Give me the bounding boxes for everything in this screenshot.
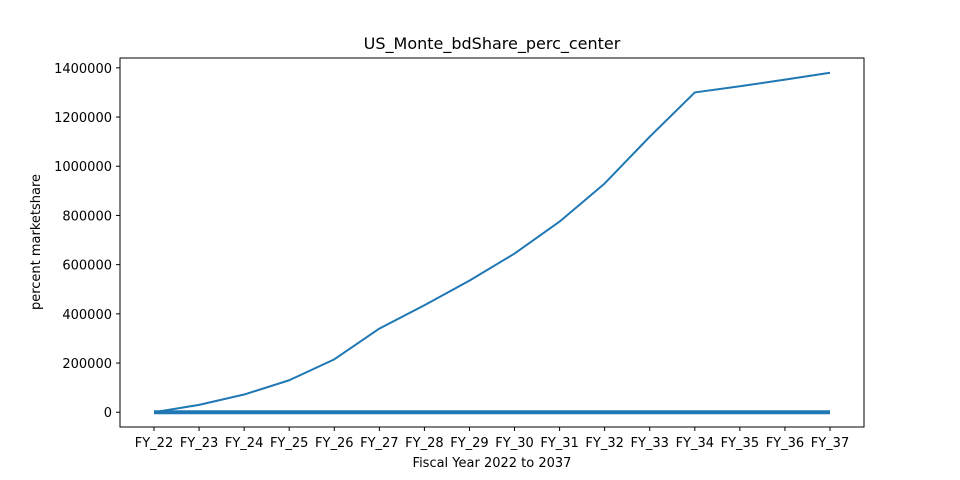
- y-axis: 0 200000 400000 600000 800000 1000000 1200000 1…: [54, 62, 120, 421]
- plot-frame: [119, 57, 865, 428]
- x-tick-label: FY_34: [676, 436, 714, 451]
- x-tick-label: FY_30: [495, 436, 533, 451]
- series-line-1: [153, 71, 831, 414]
- x-tick-label: FY_33: [630, 436, 668, 451]
- chart-title: US_Monte_bdShare_perc_center: [364, 34, 621, 54]
- y-tick-label: 1000000: [54, 160, 112, 175]
- y-tick-label: 400000: [62, 308, 112, 323]
- y-axis-label: percent marketshare: [29, 174, 44, 310]
- y-tick-label: 600000: [62, 259, 112, 274]
- y-tick-label: 0: [104, 406, 112, 421]
- x-axis: FY_22 FY_23 FY_24 FY_25 FY_26 FY_27 FY_28 FY_29…: [135, 427, 849, 451]
- x-tick-label: FY_36: [766, 436, 804, 451]
- x-tick-label: FY_37: [811, 436, 849, 451]
- x-tick-label: FY_25: [270, 436, 308, 451]
- x-tick-label: FY_22: [135, 436, 173, 451]
- x-tick-label: FY_35: [721, 436, 759, 451]
- x-tick-label: FY_29: [450, 436, 488, 451]
- y-tick-label: 200000: [62, 357, 112, 372]
- x-tick-label: FY_31: [540, 436, 578, 451]
- x-axis-label: Fiscal Year 2022 to 2037: [413, 456, 572, 471]
- x-tick-label: FY_24: [225, 436, 263, 451]
- x-tick-label: FY_27: [360, 436, 398, 451]
- y-tick-label: 1200000: [54, 111, 112, 126]
- x-tick-label: FY_23: [180, 436, 218, 451]
- y-tick-label: 1400000: [54, 62, 112, 77]
- x-tick-label: FY_32: [585, 436, 623, 451]
- plot-area: [153, 71, 831, 415]
- x-tick-label: FY_26: [315, 436, 353, 451]
- x-tick-label: FY_28: [405, 436, 443, 451]
- y-tick-label: 800000: [62, 209, 112, 224]
